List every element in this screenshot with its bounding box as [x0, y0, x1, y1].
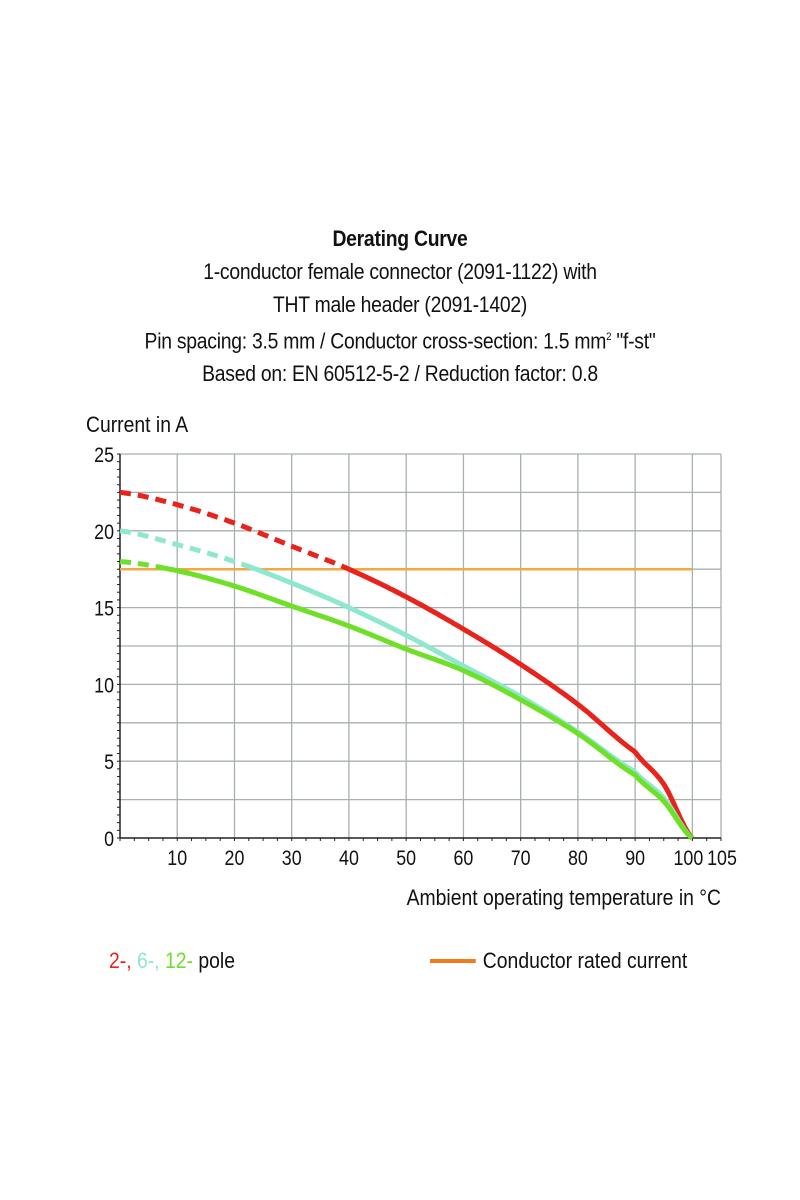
- series-12-pole-dashed: [119, 559, 167, 571]
- legend-rated-label: Conductor rated current: [482, 948, 688, 973]
- subtitle-line-2: THT male header (2091-1402): [272, 292, 528, 317]
- series-12-pole: [165, 565, 694, 841]
- legend-orange-line-icon: [430, 959, 476, 963]
- ticks: 10 20 30 40 50 60 70 80 90 100 105 0 5 10 15 20 25: [94, 444, 737, 871]
- superscript-2: 2: [606, 331, 612, 343]
- subtitle-line-3-text: Pin spacing: 3.5 mm / Conductor cross-se…: [144, 328, 607, 354]
- legend-rated-current: Conductor rated current: [430, 948, 687, 974]
- x-tick-label-30: 30: [282, 847, 302, 871]
- y-tick-label-5: 5: [104, 751, 114, 775]
- subtitle-line-1: 1-conductor female connector (2091-1122)…: [203, 259, 597, 284]
- x-tick-label-100: 100: [674, 847, 704, 871]
- x-tick-label-70: 70: [511, 847, 531, 871]
- x-tick-label-105: 105: [707, 847, 737, 871]
- y-tick-label-10: 10: [94, 674, 114, 698]
- legend-6-pole: 6-,: [136, 948, 160, 973]
- subtitle-line-3: Pin spacing: 3.5 mm / Conductor cross-se…: [48, 321, 752, 357]
- legend-12-pole: 12-: [164, 948, 193, 973]
- x-tick-label-50: 50: [396, 847, 416, 871]
- chart-titles: Derating Curve 1-conductor female connec…: [0, 222, 800, 390]
- x-tick-label-20: 20: [225, 847, 245, 871]
- subtitle-line-4: Based on: EN 60512-5-2 / Reduction facto…: [202, 361, 598, 387]
- series-2-pole-dashed: [119, 489, 351, 572]
- x-tick-label-10: 10: [167, 847, 187, 871]
- legend-pole-suffix: pole: [198, 948, 235, 973]
- y-tick-label-25: 25: [94, 444, 114, 468]
- chart-title: Derating Curve: [332, 226, 468, 251]
- series-2-pole: [347, 566, 695, 840]
- y-tick-label-0: 0: [104, 828, 114, 852]
- y-tick-label-15: 15: [94, 597, 114, 621]
- grid: [120, 453, 722, 838]
- series-lines: [119, 489, 695, 841]
- legend-poles: 2-, 6-, 12- pole: [109, 948, 235, 974]
- series-6-pole-dashed: [119, 528, 247, 568]
- legend-2-pole: 2-,: [109, 948, 132, 973]
- y-tick-label-20: 20: [94, 520, 114, 544]
- y-axis-label: Current in A: [86, 413, 188, 437]
- x-tick-label-40: 40: [339, 847, 359, 871]
- subtitle-line-3-suffix: "f-st": [611, 328, 656, 354]
- x-tick-label-90: 90: [625, 847, 645, 871]
- x-tick-label-60: 60: [454, 847, 474, 871]
- x-axis-label: Ambient operating temperature in °C: [407, 886, 721, 910]
- x-tick-label-80: 80: [568, 847, 588, 871]
- series-6-pole: [245, 563, 694, 841]
